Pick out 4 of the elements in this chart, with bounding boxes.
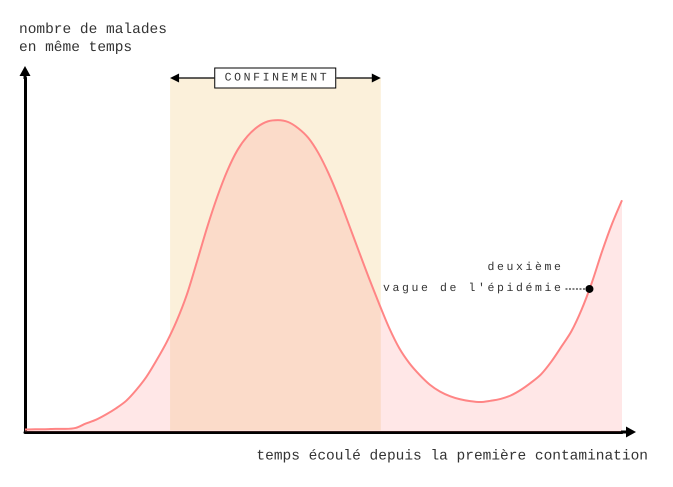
y-axis-title: nombre de malades en même temps [19,22,167,56]
text: CONFINEMENT [214,68,336,88]
annotation: deuxième vague de l'épidémie [382,260,564,298]
x-axis-title: temps écoulé depuis la première contamination [256,448,648,464]
